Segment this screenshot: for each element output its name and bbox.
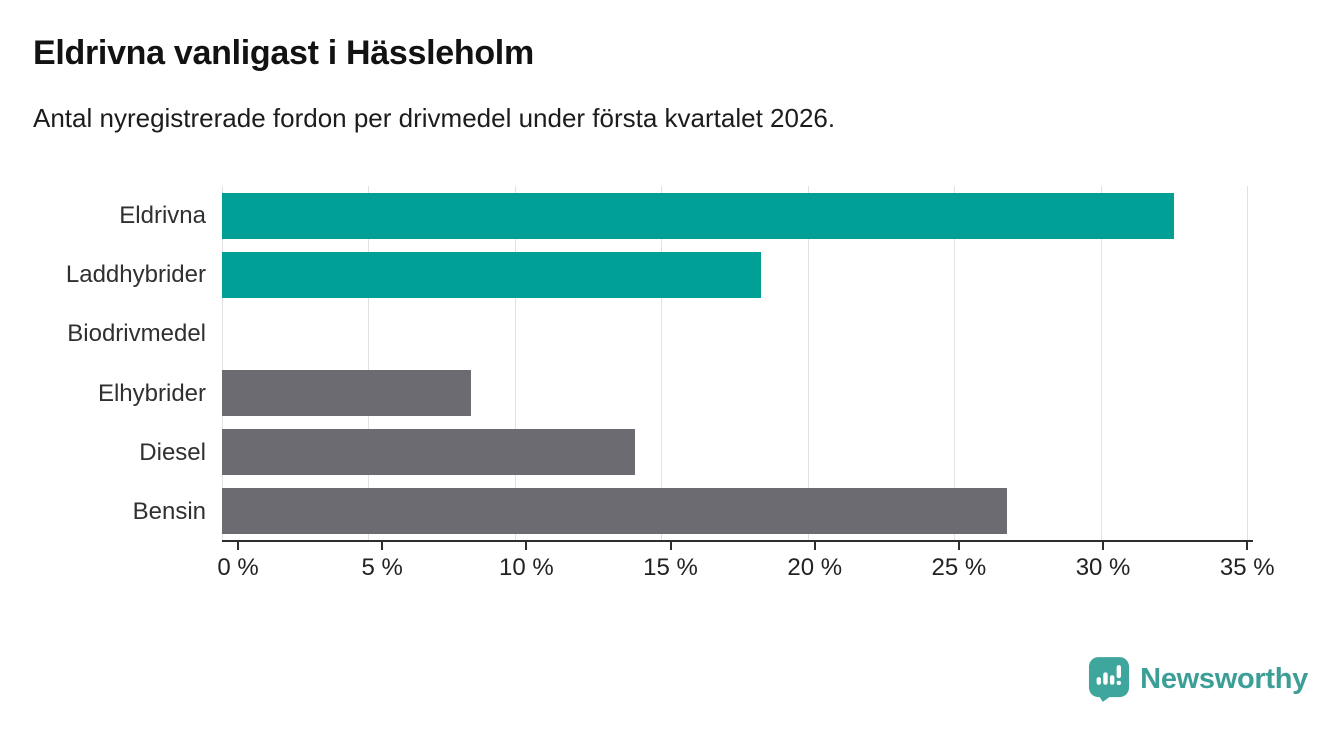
tick-mark bbox=[957, 542, 960, 550]
bar-eldrivna bbox=[222, 192, 1174, 239]
bar-row bbox=[222, 304, 1253, 363]
bar-row bbox=[222, 481, 1253, 540]
chart-title: Eldrivna vanligast i Hässleholm bbox=[33, 34, 534, 72]
tick-label: 25 % bbox=[931, 554, 987, 581]
tick-mark bbox=[1246, 542, 1249, 550]
bar-chart: Eldrivna Laddhybrider Biodrivmedel Elhybrid… bbox=[33, 186, 1275, 588]
bar-row bbox=[222, 245, 1253, 304]
tick-label: 35 % bbox=[1219, 554, 1275, 581]
x-axis: 0 % 5 % 10 % 15 % 20 % 25 % 30 % 35 % bbox=[217, 542, 1275, 588]
plot-area bbox=[222, 186, 1253, 542]
bar-row bbox=[222, 186, 1253, 245]
gridline bbox=[222, 186, 223, 540]
category-labels: Eldrivna Laddhybrider Biodrivmedel Elhybrid… bbox=[33, 186, 222, 542]
category-label: Diesel bbox=[139, 438, 206, 466]
category-label: Laddhybrider bbox=[65, 260, 206, 288]
tick-mark bbox=[525, 542, 528, 550]
grid-layer bbox=[222, 186, 1253, 540]
chart-plot-grid: Eldrivna Laddhybrider Biodrivmedel Elhybrid… bbox=[33, 186, 1253, 542]
bar-row bbox=[222, 422, 1253, 481]
category-label: Biodrivmedel bbox=[67, 320, 206, 348]
tick-label: 5 % bbox=[361, 554, 403, 581]
tick-label: 0 % bbox=[217, 554, 259, 581]
category-label: Eldrivna bbox=[119, 201, 206, 229]
tick-label: 30 % bbox=[1075, 554, 1131, 581]
bar-elhybrider bbox=[222, 369, 471, 416]
gridline bbox=[368, 186, 370, 540]
bar-laddhybrider bbox=[222, 251, 761, 298]
tick-label: 10 % bbox=[498, 554, 554, 581]
chart-subtitle: Antal nyregistrerade fordon per drivmede… bbox=[33, 103, 836, 134]
bars-layer bbox=[222, 186, 1253, 540]
tick-label: 15 % bbox=[643, 554, 698, 581]
category-label: Bensin bbox=[132, 498, 206, 526]
category-label: Elhybrider bbox=[97, 379, 206, 407]
bar-row bbox=[222, 363, 1253, 422]
bar-diesel bbox=[222, 428, 635, 475]
tick-mark bbox=[813, 542, 816, 550]
gridline bbox=[807, 186, 809, 540]
bar-bensin bbox=[222, 487, 1007, 534]
newsworthy-wordmark: Newsworthy bbox=[1140, 663, 1308, 695]
gridline bbox=[954, 186, 956, 540]
gridline bbox=[1100, 186, 1102, 540]
tick-mark bbox=[381, 542, 384, 550]
tick-mark bbox=[1102, 542, 1105, 550]
newsworthy-chart-bubble-icon bbox=[1088, 656, 1130, 703]
newsworthy-logo: Newsworthy bbox=[1088, 656, 1308, 703]
tick-label: 20 % bbox=[787, 554, 843, 581]
gridline bbox=[661, 186, 663, 540]
tick-mark bbox=[669, 542, 672, 550]
gridline bbox=[1247, 186, 1249, 540]
gridline bbox=[514, 186, 516, 540]
tick-mark bbox=[237, 542, 239, 550]
